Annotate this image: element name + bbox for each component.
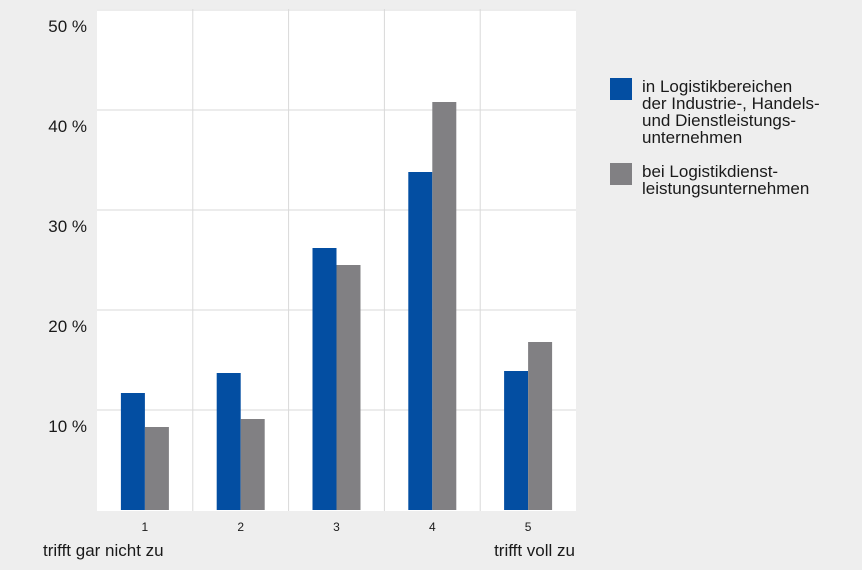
legend-label-series-2: bei Logistikdienst- leistungsunternehmen	[642, 163, 809, 197]
bar-series-1-cat-1	[121, 393, 145, 510]
x-axis-left-endpoint-label: trifft gar nicht zu	[43, 541, 164, 560]
bar-series-1-cat-4	[408, 172, 432, 510]
bar-series-2-cat-5	[528, 342, 552, 510]
x-tick-label-3: 3	[333, 520, 340, 534]
legend: in Logistikbereichen der Industrie-, Han…	[610, 78, 860, 214]
x-axis-right-endpoint-label: trifft voll zu	[494, 541, 575, 560]
bar-series-2-cat-3	[337, 265, 361, 510]
bar-series-1-cat-3	[313, 248, 337, 510]
legend-item-series-2: bei Logistikdienst- leistungsunternehmen	[610, 163, 860, 197]
bar-series-2-cat-2	[241, 419, 265, 510]
legend-swatch-series-2	[610, 163, 632, 185]
bar-series-2-cat-4	[432, 102, 456, 510]
y-tick-label-50: 50 %	[48, 17, 87, 36]
x-tick-label-5: 5	[525, 520, 532, 534]
x-tick-label-2: 2	[237, 520, 244, 534]
bar-series-1-cat-2	[217, 373, 241, 510]
legend-label-series-1: in Logistikbereichen der Industrie-, Han…	[642, 78, 820, 146]
legend-item-series-1: in Logistikbereichen der Industrie-, Han…	[610, 78, 860, 146]
y-tick-label-10: 10 %	[48, 417, 87, 436]
y-axis-tick-labels: 10 % 20 % 30 % 40 % 50 %	[48, 17, 87, 436]
x-axis-tick-labels: 1 2 3 4 5	[142, 520, 532, 534]
y-tick-label-40: 40 %	[48, 117, 87, 136]
y-tick-label-30: 30 %	[48, 217, 87, 236]
bar-series-2-cat-1	[145, 427, 169, 510]
x-tick-label-1: 1	[142, 520, 149, 534]
y-tick-label-20: 20 %	[48, 317, 87, 336]
bar-series-1-cat-5	[504, 371, 528, 510]
legend-swatch-series-1	[610, 78, 632, 100]
x-tick-label-4: 4	[429, 520, 436, 534]
